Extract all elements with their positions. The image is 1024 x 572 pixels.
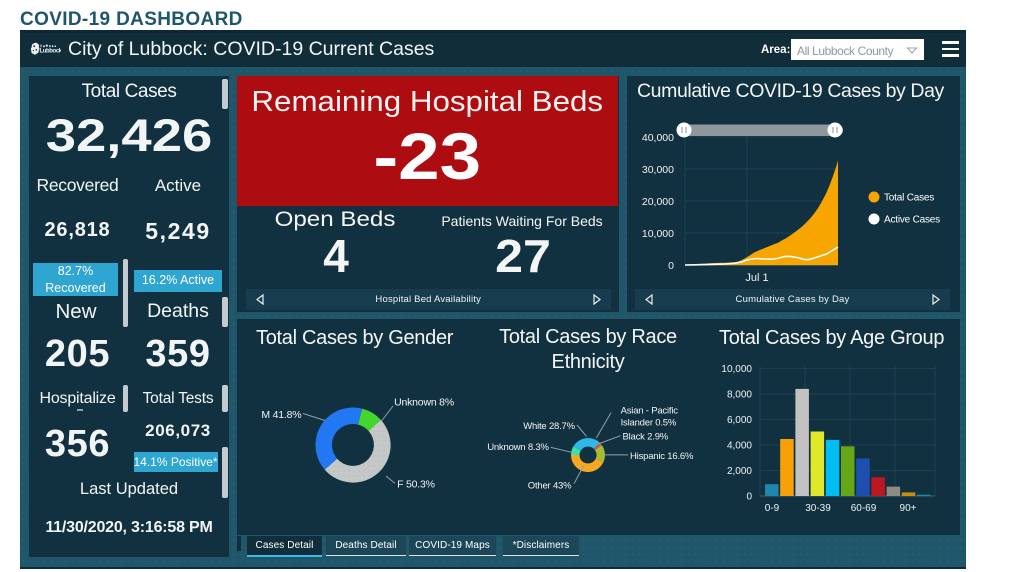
svg-text:4,000: 4,000 — [727, 441, 752, 452]
svg-text:Total Cases: Total Cases — [884, 193, 934, 204]
svg-text:60-69: 60-69 — [851, 503, 877, 514]
svg-text:8,000: 8,000 — [727, 390, 752, 401]
svg-text:Asian - Pacific: Asian - Pacific — [621, 405, 679, 416]
svg-text:F 50.3%: F 50.3% — [397, 479, 435, 491]
svg-text:Jul 1: Jul 1 — [745, 272, 768, 284]
svg-text:Islander 0.5%: Islander 0.5% — [621, 418, 677, 429]
svg-text:Unknown 8%: Unknown 8% — [394, 396, 454, 408]
svg-text:Unknown 8.3%: Unknown 8.3% — [487, 442, 549, 453]
svg-text:10,000: 10,000 — [721, 364, 752, 375]
svg-text:0: 0 — [668, 260, 674, 272]
svg-text:6,000: 6,000 — [727, 415, 752, 426]
svg-text:20,000: 20,000 — [642, 196, 674, 208]
svg-text:30-39: 30-39 — [805, 503, 831, 514]
svg-text:M 41.8%: M 41.8% — [261, 409, 301, 421]
svg-text:Other 43%: Other 43% — [528, 480, 572, 491]
svg-text:White 28.7%: White 28.7% — [523, 421, 575, 432]
svg-text:Hispanic 16.6%: Hispanic 16.6% — [630, 451, 694, 462]
svg-text:Active Cases: Active Cases — [884, 215, 940, 226]
svg-text:10,000: 10,000 — [642, 228, 674, 240]
svg-text:2,000: 2,000 — [727, 466, 752, 477]
svg-text:30,000: 30,000 — [642, 164, 674, 176]
svg-text:0: 0 — [746, 492, 752, 503]
svg-text:0-9: 0-9 — [765, 503, 780, 514]
svg-text:90+: 90+ — [900, 503, 917, 514]
svg-text:Lubbock: Lubbock — [40, 49, 62, 55]
svg-text:40,000: 40,000 — [642, 132, 674, 144]
svg-text:Black 2.9%: Black 2.9% — [623, 431, 669, 442]
